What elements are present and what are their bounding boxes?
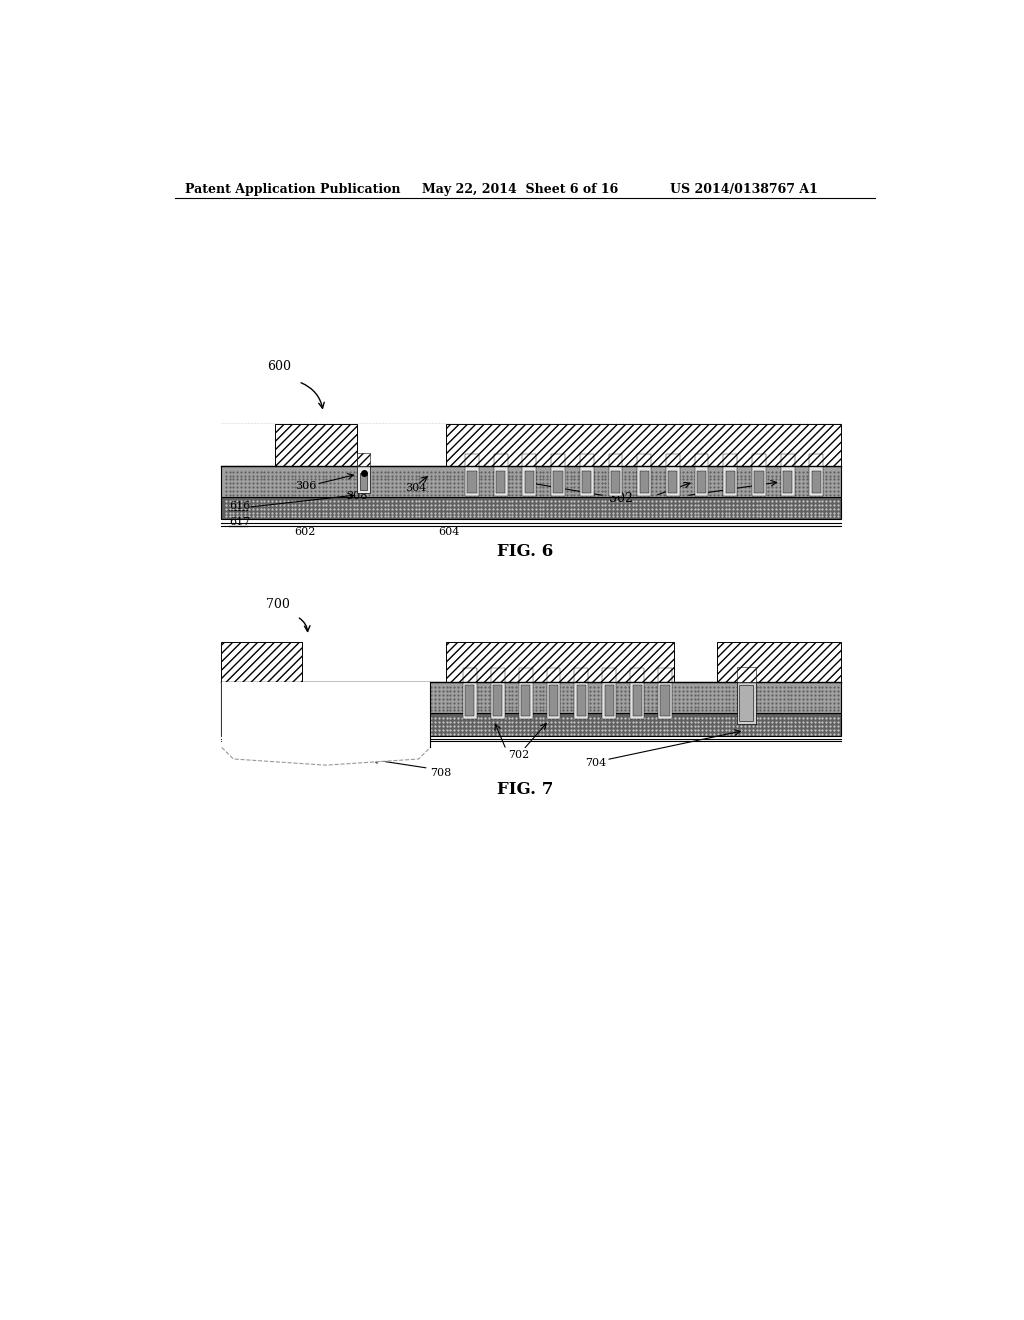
Bar (494, 454, 508, 466)
Bar (602, 682, 616, 719)
Bar (490, 682, 505, 719)
Bar (463, 682, 477, 719)
Bar (574, 668, 589, 682)
Text: 706: 706 (314, 698, 338, 711)
Bar (221, 498, 841, 519)
Bar (465, 685, 474, 715)
Bar (717, 642, 841, 682)
Bar (465, 466, 479, 496)
Bar (604, 685, 614, 715)
Bar (549, 685, 558, 715)
Bar (221, 713, 841, 737)
Bar (551, 466, 565, 496)
Bar (739, 685, 754, 721)
Bar (221, 642, 302, 682)
Text: 602: 602 (295, 527, 316, 537)
Text: 604: 604 (438, 527, 460, 537)
Bar (633, 685, 642, 715)
Bar (611, 471, 621, 492)
Bar (726, 471, 735, 492)
Bar (359, 473, 368, 490)
Bar (637, 454, 651, 466)
Bar (723, 466, 737, 496)
Bar (522, 454, 537, 466)
Bar (463, 668, 477, 682)
Bar (694, 454, 709, 466)
Text: 702: 702 (508, 750, 529, 760)
Bar (522, 466, 537, 496)
Bar (467, 471, 477, 492)
Bar (737, 682, 756, 725)
Bar (812, 471, 821, 492)
Text: US 2014/0138767 A1: US 2014/0138767 A1 (671, 183, 818, 197)
Bar (551, 454, 565, 466)
Bar (221, 682, 841, 713)
Bar (637, 466, 651, 496)
Bar (357, 466, 370, 494)
Bar (445, 642, 675, 682)
Bar (723, 454, 737, 466)
Bar (602, 668, 616, 682)
Bar (494, 466, 508, 496)
Bar (524, 471, 535, 492)
Bar (630, 682, 644, 719)
Bar (496, 471, 506, 492)
Bar (521, 685, 530, 715)
Bar (658, 668, 672, 682)
Bar (547, 668, 560, 682)
Bar (640, 471, 649, 492)
Bar (780, 466, 795, 496)
Bar (697, 471, 707, 492)
Bar (752, 466, 766, 496)
Text: 700: 700 (266, 598, 290, 611)
Bar (275, 424, 356, 466)
Bar (658, 682, 672, 719)
Text: 302: 302 (608, 492, 633, 506)
Bar (518, 668, 532, 682)
Bar (737, 667, 756, 682)
Bar (755, 471, 764, 492)
Bar (465, 454, 479, 466)
Text: 306: 306 (295, 480, 316, 491)
Bar (752, 454, 766, 466)
Text: 308: 308 (346, 491, 368, 500)
Bar (669, 471, 678, 492)
Bar (577, 685, 586, 715)
Bar (357, 453, 370, 466)
Bar (783, 471, 793, 492)
Bar (554, 471, 563, 492)
Bar (221, 466, 841, 498)
Bar (583, 471, 592, 492)
Bar (666, 454, 680, 466)
Bar (660, 685, 670, 715)
Text: 708: 708 (430, 768, 452, 777)
Text: 617: 617 (228, 517, 250, 527)
Text: FIG. 7: FIG. 7 (497, 781, 553, 799)
Text: 704: 704 (586, 758, 606, 768)
Bar (445, 424, 841, 466)
Bar (518, 682, 532, 719)
Bar (630, 668, 644, 682)
Text: Patent Application Publication: Patent Application Publication (184, 183, 400, 197)
Bar (580, 466, 594, 496)
Text: FIG. 6: FIG. 6 (497, 543, 553, 560)
Bar (493, 685, 503, 715)
Bar (574, 682, 589, 719)
Text: 600: 600 (267, 360, 292, 372)
Bar (608, 454, 623, 466)
Bar (666, 466, 680, 496)
Text: 304: 304 (406, 483, 427, 492)
Bar (809, 454, 823, 466)
Bar (580, 454, 594, 466)
Text: May 22, 2014  Sheet 6 of 16: May 22, 2014 Sheet 6 of 16 (423, 183, 618, 197)
Bar (809, 466, 823, 496)
Bar (490, 668, 505, 682)
Polygon shape (222, 682, 430, 766)
Bar (780, 454, 795, 466)
Bar (608, 466, 623, 496)
Text: 616: 616 (228, 502, 250, 511)
Bar (694, 466, 709, 496)
Bar (547, 682, 560, 719)
